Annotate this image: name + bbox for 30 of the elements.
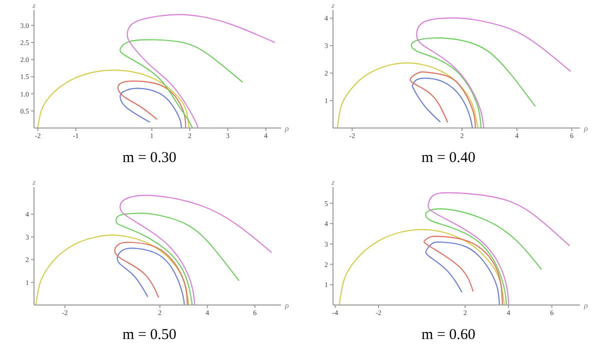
line-series [126, 14, 276, 128]
line-series [410, 37, 536, 128]
y-axis-title: z [330, 1, 336, 10]
line-series [412, 78, 473, 128]
y-axis-title: z [31, 178, 36, 186]
line-series [120, 194, 272, 304]
text: m = 0.30 [122, 150, 178, 167]
line-series [37, 70, 190, 128]
x-axis-title: ρ [284, 124, 289, 133]
line-series [416, 17, 572, 128]
y-axis-title: z [31, 1, 36, 10]
text: m = 0.60 [420, 326, 476, 344]
line-series [116, 247, 185, 304]
line-series [425, 208, 542, 304]
x-axis-title: ρ [284, 300, 289, 310]
text: m = 0.40 [420, 150, 476, 167]
text: m = 0.50 [122, 326, 178, 344]
y-axis-title: z [330, 178, 336, 186]
line-series [35, 234, 190, 304]
line-series [116, 212, 240, 304]
line-series [336, 62, 478, 128]
line-series [120, 39, 244, 128]
line-series [114, 241, 188, 304]
line-series [338, 228, 505, 304]
x-axis-title: ρ [583, 124, 588, 133]
line-series [428, 192, 570, 304]
x-axis-title: ρ [583, 300, 588, 310]
line-series [120, 88, 182, 128]
line-series [410, 71, 476, 128]
line-series [117, 80, 186, 128]
